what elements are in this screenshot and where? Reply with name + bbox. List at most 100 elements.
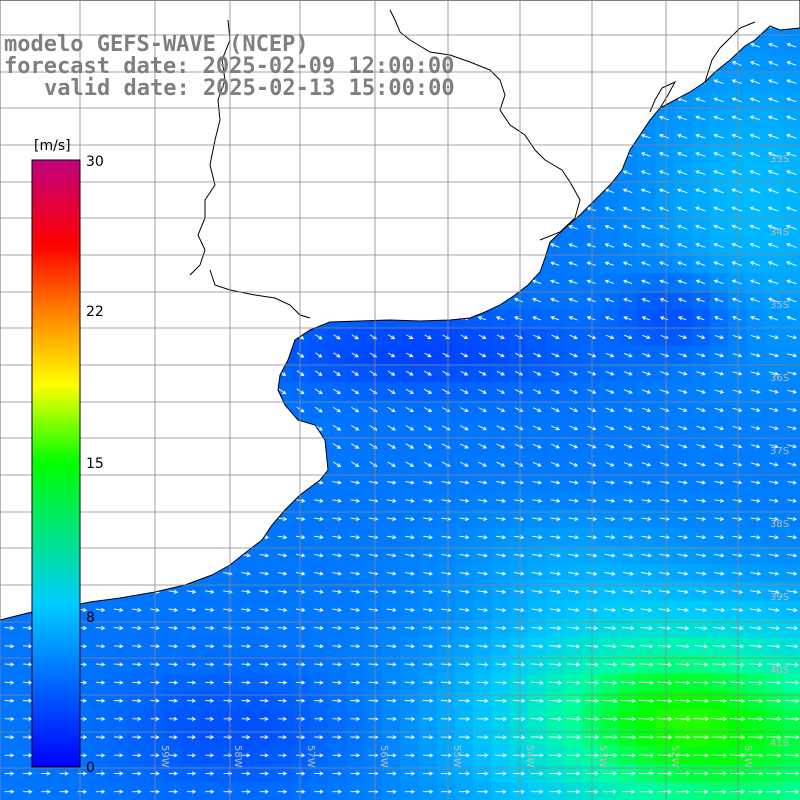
wind-arrow [314, 370, 323, 376]
wind-arrow [350, 443, 360, 449]
wind-arrow [750, 589, 762, 594]
wind-arrow [693, 753, 709, 758]
wind-arrow [459, 607, 470, 613]
wind-arrow [387, 352, 396, 358]
wind-arrow [731, 224, 743, 230]
wind-arrow [513, 535, 525, 540]
wind-arrow [750, 553, 761, 558]
wind-arrow [550, 516, 561, 522]
wind-arrow [132, 644, 142, 649]
wind-arrow [623, 480, 634, 485]
wind-arrow [548, 680, 563, 685]
wind-arrow [277, 607, 288, 613]
wind-arrow [259, 680, 269, 685]
wind-arrow [566, 753, 581, 758]
wind-arrow [768, 407, 779, 412]
wind-arrow [785, 662, 799, 667]
wind-arrow [530, 680, 544, 685]
wind-arrow [387, 443, 396, 449]
wind-arrow [674, 735, 691, 740]
wind-arrow [767, 279, 779, 285]
wind-arrow [712, 626, 726, 631]
title-line-2: forecast date: 2025-02-09 12:00:00 [4, 54, 454, 79]
wind-arrow [750, 462, 761, 467]
wind-arrow [404, 753, 416, 758]
wind-arrow [604, 316, 614, 321]
wind-arrow [41, 771, 51, 776]
wind-arrow [459, 498, 470, 503]
wind-arrow [550, 553, 562, 558]
wind-arrow [59, 789, 70, 794]
wind-arrow [732, 462, 743, 467]
wind-arrow [569, 352, 578, 358]
uruguay-river [189, 19, 231, 276]
wind-arrow [695, 224, 706, 230]
wind-arrow [4, 644, 15, 649]
wind-arrow [459, 425, 469, 431]
wind-arrow [459, 443, 469, 449]
wind-arrow [731, 626, 744, 631]
wind-arrow [586, 589, 598, 594]
wind-arrow [168, 680, 179, 685]
wind-arrow [332, 625, 343, 631]
wind-arrow [568, 279, 578, 285]
wind-arrow [585, 626, 599, 631]
wind-arrow [333, 352, 341, 358]
wind-arrow [441, 443, 451, 449]
wind-arrow [405, 425, 415, 431]
wind-arrow [713, 79, 724, 85]
coastline-details [189, 9, 756, 319]
wind-arrow [241, 789, 251, 794]
wind-arrow [114, 789, 124, 794]
wind-arrow [95, 753, 106, 758]
wind-arrow [602, 735, 618, 740]
wind-arrow [477, 516, 488, 522]
wind-arrow [187, 735, 196, 740]
wind-arrow [332, 698, 342, 703]
wind-arrow [639, 662, 654, 667]
wind-arrow [711, 753, 728, 758]
wind-arrow [495, 789, 507, 794]
wind-arrow [460, 352, 469, 358]
wind-arrow [531, 662, 544, 667]
border-line [389, 9, 491, 71]
wind-arrow [350, 607, 361, 613]
wind-arrow [513, 626, 525, 631]
wind-arrow [675, 680, 691, 685]
wind-arrow [441, 461, 451, 467]
wind-arrow [587, 389, 597, 394]
wind-arrow [749, 644, 763, 649]
wind-arrow [657, 789, 672, 794]
wind-arrow [749, 626, 762, 631]
wind-arrow [459, 571, 470, 576]
wind-arrow [495, 316, 505, 321]
wind-arrow [496, 425, 506, 431]
wind-arrow [531, 626, 544, 631]
wind-arrow [404, 735, 416, 740]
wind-arrow [495, 662, 507, 667]
wind-arrow [569, 461, 579, 467]
wind-arrow [732, 553, 743, 558]
wind-arrow [729, 698, 746, 704]
wind-arrow [459, 535, 470, 540]
wind-arrow [241, 771, 251, 776]
wind-arrow [549, 608, 562, 613]
wind-arrow [476, 753, 489, 758]
wind-arrow [550, 535, 561, 540]
wind-arrow [587, 480, 597, 485]
wind-arrow [714, 462, 725, 467]
wind-arrow [314, 571, 324, 576]
wind-arrow [277, 662, 288, 667]
wind-arrow [622, 571, 634, 576]
wind-arrow [623, 535, 634, 540]
wind-arrow [605, 462, 615, 467]
wind-arrow [786, 97, 797, 103]
wind-arrow [4, 680, 15, 685]
wind-arrow [678, 371, 688, 376]
wind-arrow [186, 771, 197, 776]
wind-arrow [696, 444, 706, 449]
wind-arrow [767, 224, 779, 230]
wind-arrow [132, 753, 142, 758]
wind-arrow [512, 735, 526, 740]
wind-arrow [677, 516, 689, 522]
